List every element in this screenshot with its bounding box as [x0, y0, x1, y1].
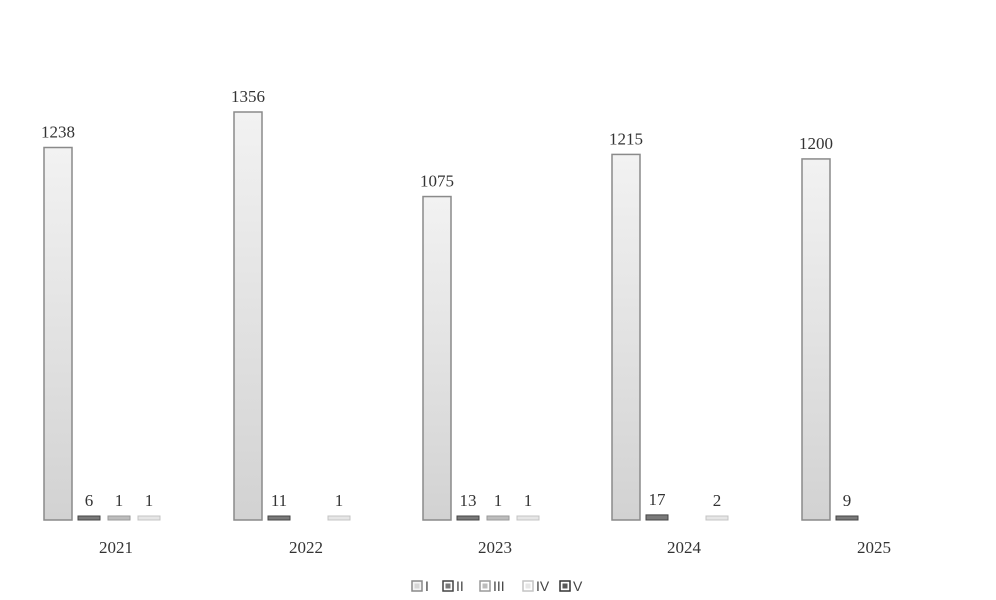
- category-label-2021: 2021: [99, 538, 133, 557]
- bar-2023-series-I: [422, 195, 452, 521]
- legend-label-V: V: [573, 578, 583, 594]
- bar-2022-series-IV: [327, 515, 351, 521]
- bar-2022-series-II: [267, 515, 291, 521]
- data-label-2022-series-IV: 1: [335, 491, 344, 510]
- bar-2023-series-IV: [516, 515, 540, 521]
- data-label-2025-series-I: 1200: [799, 134, 833, 153]
- legend-swatch-fill-I: [414, 583, 420, 589]
- bar-2022-series-I: [233, 111, 263, 521]
- data-label-2022-series-II: 11: [271, 491, 287, 510]
- data-label-2023-series-III: 1: [494, 491, 503, 510]
- bar-2021-series-I: [43, 146, 73, 521]
- legend-label-I: I: [425, 578, 429, 594]
- bar-2021-series-III: [107, 515, 131, 521]
- legend-swatch-fill-IV: [525, 583, 531, 589]
- bar-2023-series-III: [486, 515, 510, 521]
- data-label-2024-series-II: 17: [649, 490, 667, 509]
- data-label-2024-series-I: 1215: [609, 129, 643, 148]
- category-label-2025: 2025: [857, 538, 891, 557]
- category-label-2022: 2022: [289, 538, 323, 557]
- bars-group: [43, 111, 859, 521]
- data-label-2021-series-I: 1238: [41, 123, 75, 142]
- category-label-2024: 2024: [667, 538, 702, 557]
- data-label-2021-series-III: 1: [115, 491, 124, 510]
- legend-label-IV: IV: [536, 578, 550, 594]
- data-label-2023-series-II: 13: [460, 491, 477, 510]
- data-label-2023-series-IV: 1: [524, 491, 533, 510]
- data-label-2022-series-I: 1356: [231, 87, 265, 106]
- data-label-2024-series-IV: 2: [713, 491, 722, 510]
- bar-2023-series-II: [456, 515, 480, 521]
- data-label-2021-series-IV: 1: [145, 491, 154, 510]
- bar-2024-series-II: [645, 514, 669, 521]
- data-label-2021-series-II: 6: [85, 491, 94, 510]
- bar-2021-series-II: [77, 515, 101, 521]
- data-label-2023-series-I: 1075: [420, 172, 454, 191]
- bar-2025-series-I: [801, 158, 831, 521]
- legend: I II III IV V: [411, 578, 583, 594]
- category-labels-group: 2021 2022 2023 2024 2025: [99, 538, 891, 557]
- bar-2024-series-I: [611, 153, 641, 521]
- category-label-2023: 2023: [478, 538, 512, 557]
- bar-2024-series-IV: [705, 515, 729, 521]
- data-label-2025-series-II: 9: [843, 491, 852, 510]
- legend-label-II: II: [456, 578, 464, 594]
- legend-label-III: III: [493, 578, 505, 594]
- legend-swatch-fill-II: [445, 583, 451, 589]
- bar-2025-series-II: [835, 515, 859, 521]
- legend-swatch-fill-V: [562, 583, 568, 589]
- legend-swatch-fill-III: [482, 583, 488, 589]
- bar-2021-series-IV: [137, 515, 161, 521]
